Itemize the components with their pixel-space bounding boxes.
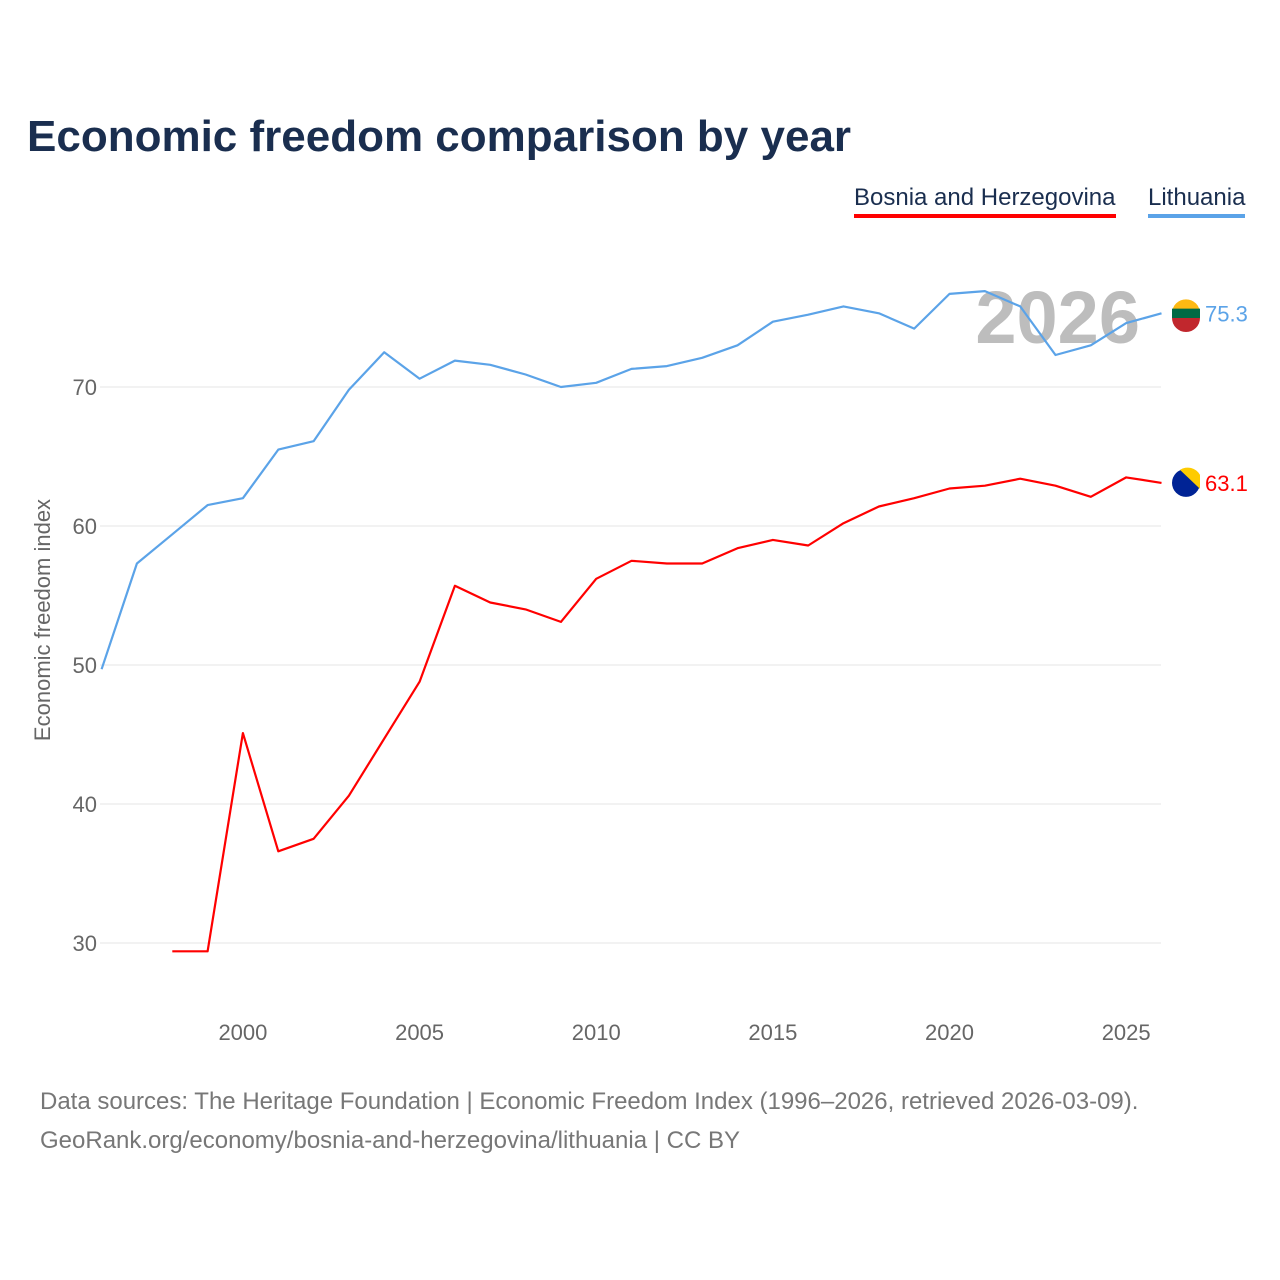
flag-stripe [1172,308,1200,319]
y-tick-label: 30 [73,931,97,956]
year-watermark: 2026 [975,276,1140,359]
series-line-bosnia [172,476,1162,953]
x-tick-label: 2015 [748,1020,797,1045]
flag-stripe [1172,318,1200,333]
x-tick-label: 2005 [395,1020,444,1045]
end-value-label: 75.3 [1205,301,1248,326]
source-line-2[interactable]: GeoRank.org/economy/bosnia-and-herzegovi… [40,1127,740,1154]
y-tick-label: 40 [73,792,97,817]
x-tick-label: 2020 [925,1020,974,1045]
source-line-1: Data sources: The Heritage Foundation | … [40,1088,1139,1115]
y-tick-label: 50 [73,653,97,678]
y-axis-label: Economic freedom index [30,499,55,741]
legend-lithuania[interactable]: Lithuania [1148,184,1246,218]
x-tick-label: 2025 [1102,1020,1151,1045]
end-value-label: 63.1 [1205,471,1248,496]
y-tick-label: 60 [73,514,97,539]
series-line-lithuania [100,290,1162,670]
x-tick-label: 2010 [572,1020,621,1045]
x-tick-label: 2000 [218,1020,267,1045]
legend-bosnia[interactable]: Bosnia and Herzegovina [854,184,1116,218]
chart-title: Economic freedom comparison by year [27,112,852,161]
y-tick-label: 70 [73,375,97,400]
flag-triangle [1180,467,1200,489]
